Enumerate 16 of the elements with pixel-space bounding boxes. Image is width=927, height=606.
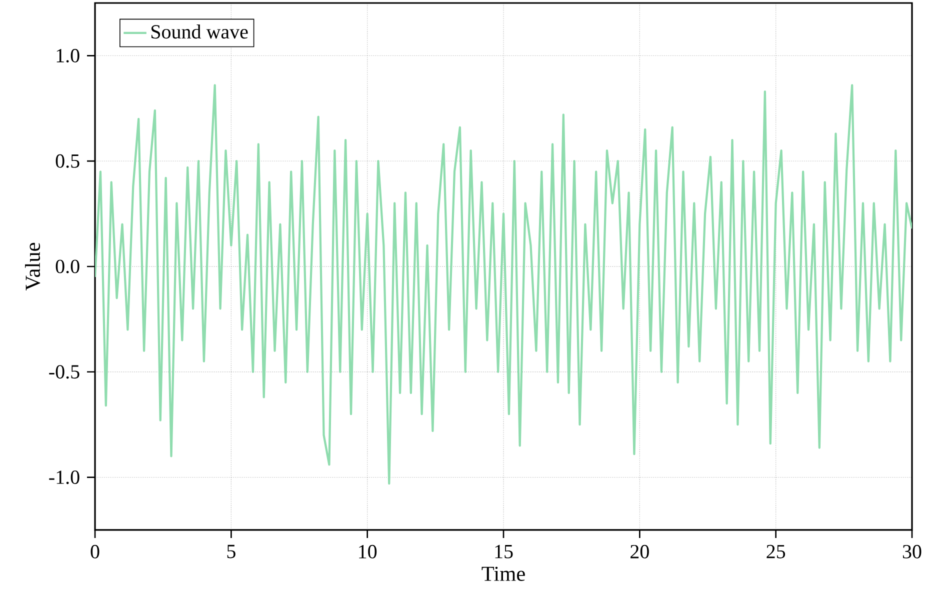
x-tick-label: 30: [902, 544, 922, 558]
y-tick-label: 0.0: [56, 260, 80, 274]
y-tick-label: 0.5: [56, 154, 80, 168]
line-series: [95, 84, 912, 485]
x-tick-label: 10: [359, 544, 377, 558]
y-tick-label: -1.0: [49, 470, 80, 484]
x-tick-label: 5: [227, 544, 236, 558]
y-axis-title: Value: [25, 242, 40, 291]
x-tick-label: 20: [630, 544, 649, 558]
x-tick-label: 0: [90, 544, 100, 558]
legend-label: Sound wave: [151, 24, 248, 39]
x-tick-label: 25: [766, 544, 786, 558]
x-tick-label: 15: [495, 544, 513, 558]
y-tick-label: 1.0: [56, 48, 80, 62]
x-axis-title: Time: [482, 566, 525, 582]
y-tick-label: -0.5: [49, 365, 80, 379]
